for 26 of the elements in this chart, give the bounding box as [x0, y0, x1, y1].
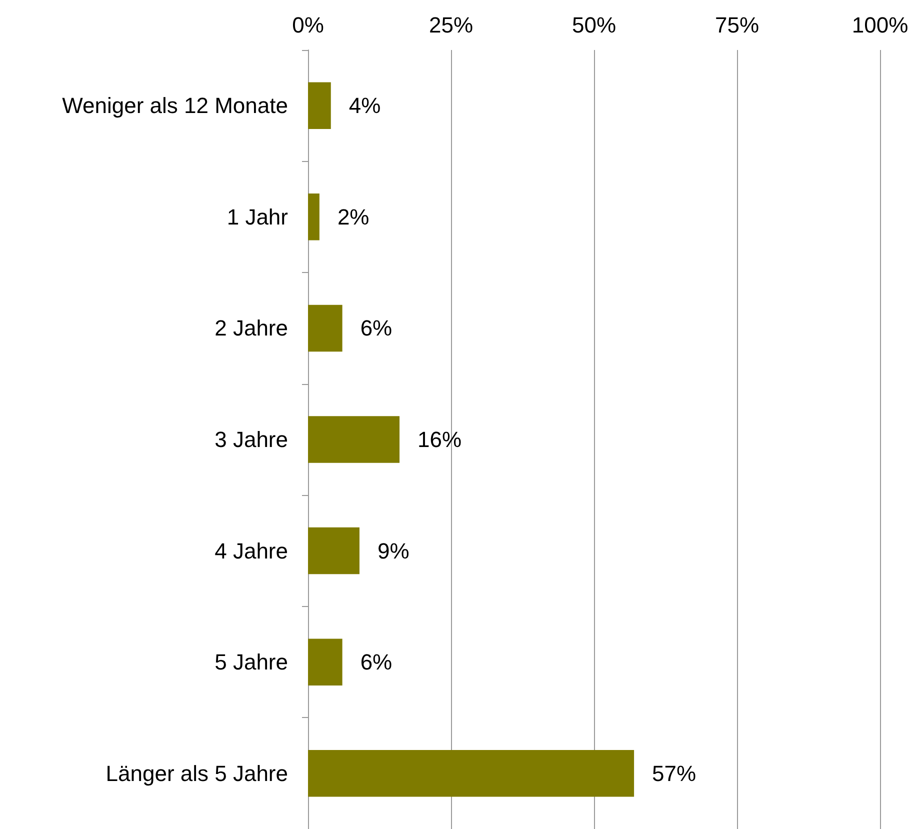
y-tick-label: Weniger als 12 Monate	[62, 93, 288, 118]
bar	[308, 750, 634, 797]
bar	[308, 304, 342, 352]
data-label: 2%	[337, 204, 370, 230]
x-tick-label: 75%	[714, 12, 760, 38]
y-tick-label: 1 Jahr	[226, 204, 288, 230]
data-label: 9%	[377, 538, 410, 564]
bar	[308, 82, 331, 130]
y-tick-label: 3 Jahre	[214, 427, 288, 452]
bar	[308, 638, 342, 686]
data-label: 6%	[360, 650, 392, 675]
data-label: 6%	[360, 316, 392, 341]
bar	[308, 416, 400, 463]
y-tick-label: 5 Jahre	[214, 650, 288, 675]
bar	[308, 194, 320, 240]
x-tick-label: 0%	[292, 12, 324, 38]
x-tick-label: 25%	[428, 12, 474, 38]
y-tick-label: Länger als 5 Jahre	[106, 760, 288, 786]
y-tick-label: 4 Jahre	[214, 538, 288, 564]
bar	[308, 527, 360, 574]
x-tick-label: 100%	[852, 12, 908, 38]
x-tick-label: 50%	[572, 12, 616, 38]
y-tick-label: 2 Jahre	[214, 316, 288, 341]
data-label: 4%	[348, 93, 381, 118]
data-label: 57%	[652, 760, 696, 786]
data-label: 16%	[418, 427, 462, 452]
